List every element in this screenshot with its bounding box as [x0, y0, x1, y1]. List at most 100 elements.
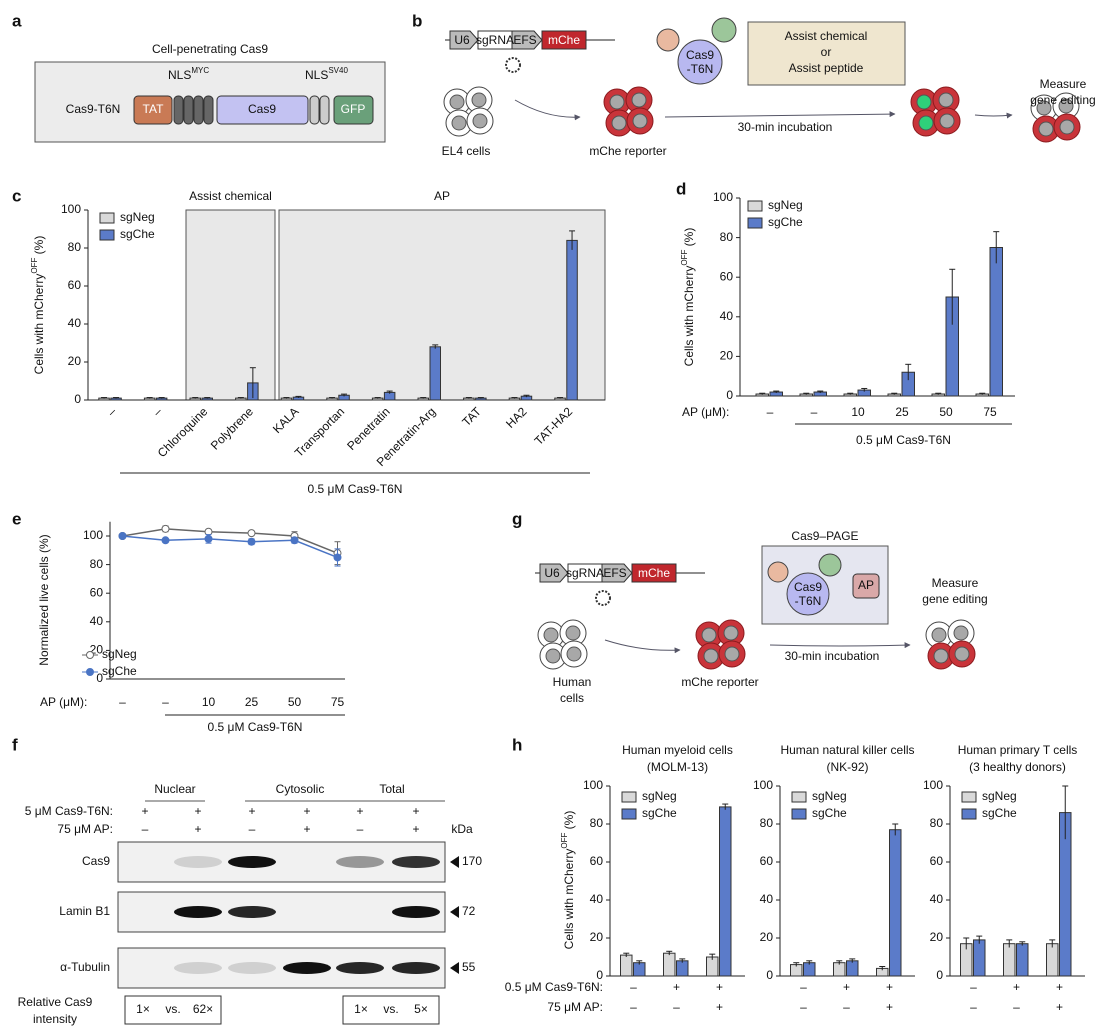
region-label: AP [434, 189, 450, 203]
condition-sign: + [716, 1000, 723, 1014]
nucleus [631, 92, 647, 108]
bar [889, 829, 902, 977]
nls-sv40-unit [319, 95, 330, 125]
condition-sign: + [303, 822, 310, 836]
band [336, 962, 384, 974]
intensity-box [342, 995, 440, 1025]
condition-sign: – [843, 1000, 850, 1014]
row-label: 75 μM AP: [57, 822, 113, 836]
chart-title: Human primary T cells [958, 743, 1078, 757]
nls-myc-unit [183, 95, 194, 125]
x-tick-label: TAT [459, 404, 484, 429]
nucleus [471, 92, 487, 108]
x-tick-label: TAT-HA2 [532, 404, 576, 448]
intensity-label: intensity [33, 1012, 77, 1026]
y-tick-label: 100 [583, 778, 603, 792]
condition-sign: + [1056, 1000, 1063, 1014]
y-axis-label: Cells with mCherryOFF (%) [680, 228, 696, 367]
y-tick-label: 20 [930, 930, 944, 944]
nucleus [1059, 119, 1075, 135]
legend-swatch [621, 791, 637, 803]
y-tick-label: 60 [90, 585, 104, 599]
row-label: 75 μM AP: [547, 1000, 603, 1014]
point [118, 532, 127, 540]
y-label-sup: OFF [30, 258, 39, 274]
nls-sup: SV40 [328, 66, 348, 75]
legend-label: sgChe [982, 806, 1017, 820]
marker-arrow [450, 962, 459, 974]
legend-swatch [791, 791, 807, 803]
chart-title: Human myeloid cells [622, 743, 733, 757]
band [336, 856, 384, 868]
legend-label: sgNeg [982, 789, 1017, 803]
cargo [818, 553, 842, 577]
label: Assist chemical [785, 29, 868, 43]
series-line [122, 528, 338, 554]
legend-label: sgNeg [120, 210, 155, 224]
x-tick-label: HA2 [503, 404, 530, 431]
label: EL4 cells [442, 144, 491, 158]
y-axis-label: Cells with mCherryOFF (%) [30, 236, 46, 375]
construct-element: EFS [603, 566, 626, 580]
y-label-sup: OFF [680, 250, 689, 266]
panel-letter: b [412, 11, 422, 30]
bar [1003, 943, 1016, 977]
x-tick-label: Penetratin [344, 404, 393, 453]
marker-arrow [450, 906, 459, 918]
point [290, 536, 299, 545]
y-tick-label: 100 [61, 202, 81, 216]
panel-letter: e [12, 509, 21, 528]
legend-label: sgChe [642, 806, 677, 820]
y-tick-label: 100 [713, 190, 733, 204]
x-tick-label: Transportan [292, 404, 347, 459]
ap-box [852, 573, 880, 599]
bar [973, 939, 986, 977]
legend-swatch [86, 651, 94, 659]
intensity-value: 62× [193, 1002, 213, 1016]
nucleus [449, 94, 465, 110]
y-tick-label: 60 [930, 854, 944, 868]
condition-sign: – [673, 1000, 680, 1014]
condition-sign: – [357, 822, 364, 836]
condition-sign: + [716, 980, 723, 994]
mche-box [631, 563, 677, 583]
condition-sign: + [303, 804, 310, 818]
x-tick-label: KALA [270, 404, 302, 436]
label: cells [560, 691, 584, 705]
panel-letter: a [12, 11, 22, 30]
blot-box [117, 891, 446, 933]
panel-letter: c [12, 186, 21, 205]
y-tick-label: 20 [68, 354, 82, 368]
label: Measure [932, 576, 979, 590]
x-tick-label: – [162, 695, 169, 709]
nucleus [472, 113, 488, 129]
legend-label: sgNeg [812, 789, 847, 803]
construct-label: Cas9-T6N [66, 102, 121, 116]
nucleus [609, 94, 625, 110]
x-axis-label: AP (μM): [682, 405, 729, 419]
bar [620, 954, 633, 977]
nucleus [954, 646, 970, 662]
x-tick-label: 25 [895, 405, 909, 419]
y-label-part: (%) [32, 236, 46, 258]
virus-icon [595, 590, 611, 606]
condition-sign: + [141, 804, 148, 818]
y-label-part: Normalized live cells (%) [37, 534, 51, 665]
nucleus [931, 627, 947, 643]
legend-swatch [791, 808, 807, 820]
label: 30-min incubation [738, 120, 833, 134]
cas9-domain [216, 95, 309, 125]
u6-promoter [449, 30, 479, 50]
y-tick-label: 40 [720, 309, 734, 323]
bar [663, 952, 676, 977]
y-tick-label: 60 [720, 269, 734, 283]
bar [566, 239, 578, 401]
row-label: 0.5 μM Cas9-T6N: [505, 980, 603, 994]
nucleus [953, 625, 969, 641]
nls-text: NLS [305, 68, 328, 82]
blot-label: Lamin B1 [59, 904, 110, 918]
label: 30-min incubation [785, 649, 880, 663]
x-tick-label: – [119, 695, 126, 709]
legend-label: sgNeg [642, 789, 677, 803]
blot-label: Cas9 [82, 854, 110, 868]
